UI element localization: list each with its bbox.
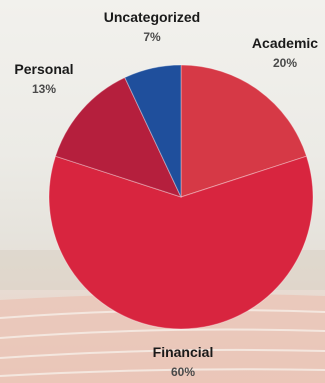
- label-academic: Academic 20%: [252, 33, 318, 73]
- slice-percent: 60%: [170, 365, 196, 379]
- slice-label: Uncategorized: [103, 9, 201, 25]
- pie-slice-uncategorized: [124, 64, 182, 198]
- slice-label: Financial: [152, 344, 214, 360]
- label-uncategorized: Uncategorized 7%: [104, 7, 200, 47]
- pie-slice-personal: [54, 76, 182, 198]
- pie-slice-academic: [180, 64, 308, 198]
- slice-label: Academic: [251, 35, 319, 51]
- label-financial: Financial 60%: [153, 342, 214, 382]
- slice-percent: 13%: [31, 82, 57, 96]
- pie-slice-financial: [48, 155, 314, 330]
- slice-percent: 7%: [143, 30, 161, 44]
- slice-percent: 20%: [272, 56, 298, 70]
- slice-label: Personal: [14, 61, 74, 77]
- label-personal: Personal 13%: [14, 59, 73, 99]
